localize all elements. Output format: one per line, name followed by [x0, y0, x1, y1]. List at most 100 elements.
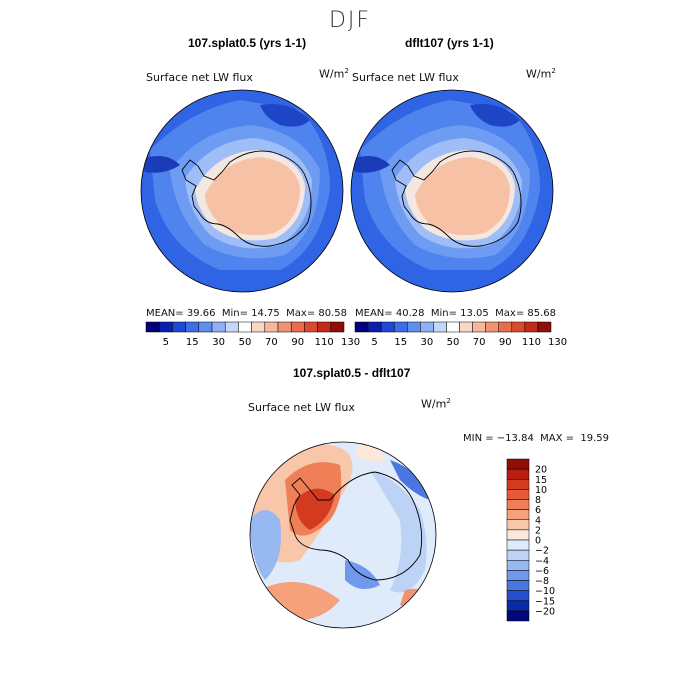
colorbar-2-swatch [498, 321, 513, 333]
diff-minmax: MIN = −13.84 MAX = 19.59 [463, 433, 610, 444]
colorbar-diff-tick-label: 4 [535, 515, 541, 526]
colorbar-diff-swatch [506, 600, 530, 612]
colorbar-diff-tick-label: 2 [535, 525, 541, 536]
colorbar-1-tick-label: 50 [239, 337, 252, 348]
panel-2-title: dflt107 (yrs 1-1) [405, 36, 494, 50]
panel-1-min: 14.75 [251, 308, 280, 319]
colorbar-1-tick-label: 110 [315, 337, 334, 348]
colorbar-1-tick-label: 15 [186, 337, 199, 348]
colorbar-diff-tick-label: −20 [535, 606, 555, 617]
colorbar-2-tick-label: 15 [394, 337, 407, 348]
map-2 [351, 90, 553, 292]
colorbar-diff-swatch [506, 590, 530, 601]
colorbar-1-tick-label: 5 [163, 337, 169, 348]
colorbar-diff-swatch [506, 549, 530, 561]
panel-1-mean: 39.66 [186, 308, 216, 319]
colorbar-1-swatch [198, 321, 213, 333]
colorbar-diff-swatch [506, 610, 530, 622]
colorbar-2-tick-label: 110 [522, 337, 541, 348]
colorbar-diff-tick-label: 20 [535, 465, 547, 476]
colorbar-2-swatch [433, 321, 447, 333]
panel-2-max: 85.68 [527, 308, 557, 319]
diff-units: W/m2 [421, 397, 451, 411]
colorbar-2-swatch [446, 321, 460, 333]
colorbar-1: 5 15 30 50 70 90 110 130 [145, 321, 360, 348]
colorbar-2-swatch [367, 321, 382, 333]
panel-2-min: 13.05 [460, 308, 489, 319]
figure-title: DJF [328, 8, 372, 33]
colorbar-diff-tick-label: −8 [535, 576, 549, 587]
colorbar-1-swatch [172, 321, 186, 333]
colorbar-1-tick-label: 90 [291, 337, 304, 348]
colorbar-diff-tick-label: 10 [535, 485, 547, 496]
colorbar-2-swatch [472, 321, 486, 333]
panel-1-units: W/m2 [319, 67, 349, 81]
colorbar-2-tick-label: 50 [447, 337, 460, 348]
map-diff [250, 442, 436, 628]
diff-field-label: Surface net LW flux [248, 401, 355, 414]
colorbar-2-tick-label: 130 [548, 337, 567, 348]
colorbar-diff-swatch [506, 570, 530, 581]
colorbar-diff-swatch [506, 468, 530, 480]
antarctica-coast-diff [289, 471, 423, 581]
panel-2-stats: MEAN= 40.28 Min= 13.05 Max= 85.68 [355, 308, 557, 319]
colorbar-2-swatch [380, 321, 395, 333]
colorbar-diff-tick-label: −6 [535, 566, 549, 577]
colorbar-1-swatch [158, 321, 173, 333]
colorbar-1-tick-label: 130 [341, 337, 360, 348]
colorbar-2-swatch [407, 321, 421, 333]
colorbar-diff-swatch [506, 560, 530, 571]
colorbar-diff-swatch [506, 529, 530, 541]
colorbar-diff-swatch [506, 489, 530, 500]
colorbar-1-swatch [185, 321, 200, 333]
colorbar-2-swatch [485, 321, 499, 333]
colorbar-2-swatch [420, 321, 434, 333]
colorbar-1-swatch [304, 321, 318, 333]
colorbar-1-swatch [224, 321, 239, 333]
colorbar-2-swatch [393, 321, 408, 333]
antarctica-coast-1 [181, 150, 312, 247]
colorbar-1-swatch [317, 321, 332, 333]
antarctica-coast-2 [391, 150, 522, 247]
colorbar-diff-swatch [506, 580, 530, 591]
panel-1-max: 80.58 [318, 308, 348, 319]
colorbar-1-swatch [211, 321, 226, 333]
map-1 [141, 90, 343, 292]
colorbar-diff-swatch [506, 519, 530, 531]
panel-2-units: W/m2 [526, 67, 556, 81]
diff-title: 107.splat0.5 - dflt107 [293, 366, 411, 380]
colorbar-2-tick-label: 5 [371, 337, 377, 348]
colorbar-1-swatch [264, 321, 279, 333]
panel-2-mean: 40.28 [395, 308, 425, 319]
colorbar-1-swatch [145, 321, 160, 333]
colorbar-2-swatch [354, 321, 369, 333]
colorbar-1-swatch [251, 321, 266, 333]
colorbar-diff-tick-label: −4 [535, 556, 549, 567]
colorbar-2-swatch [524, 321, 539, 333]
colorbar-2-tick-label: 90 [499, 337, 512, 348]
panel-1-field-label: Surface net LW flux [146, 71, 253, 84]
colorbar-diff-tick-label: −10 [535, 586, 555, 597]
colorbar-diff-swatch [506, 539, 530, 551]
colorbar-2: 5 15 30 50 70 90 110 130 [354, 321, 567, 348]
colorbar-1-swatch [238, 321, 252, 333]
colorbar-2-tick-label: 70 [473, 337, 486, 348]
colorbar-diff-swatch [506, 509, 530, 520]
colorbar-2-swatch [537, 321, 552, 333]
colorbar-2-swatch [459, 321, 473, 333]
colorbar-diff-tick-label: 6 [535, 505, 541, 516]
panel-1-stats: MEAN= 39.66 Min= 14.75 Max= 80.58 [146, 308, 348, 319]
panel-1-title: 107.splat0.5 (yrs 1-1) [188, 36, 307, 50]
panel-2-field-label: Surface net LW flux [352, 71, 459, 84]
colorbar-1-swatch [277, 321, 292, 333]
colorbar-diff-tick-label: −15 [535, 596, 555, 607]
colorbar-diff-swatch [506, 479, 530, 490]
colorbar-diff-tick-label: −2 [535, 546, 549, 557]
colorbar-2-swatch [511, 321, 526, 333]
colorbar-diff-swatch [506, 499, 530, 510]
colorbar-diff-swatch [506, 458, 530, 470]
colorbar-1-tick-label: 70 [265, 337, 278, 348]
colorbar-diff-tick-label: 0 [535, 536, 541, 547]
